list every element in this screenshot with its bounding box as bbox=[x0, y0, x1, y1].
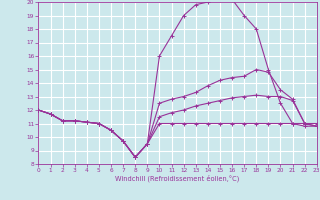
X-axis label: Windchill (Refroidissement éolien,°C): Windchill (Refroidissement éolien,°C) bbox=[116, 175, 240, 182]
